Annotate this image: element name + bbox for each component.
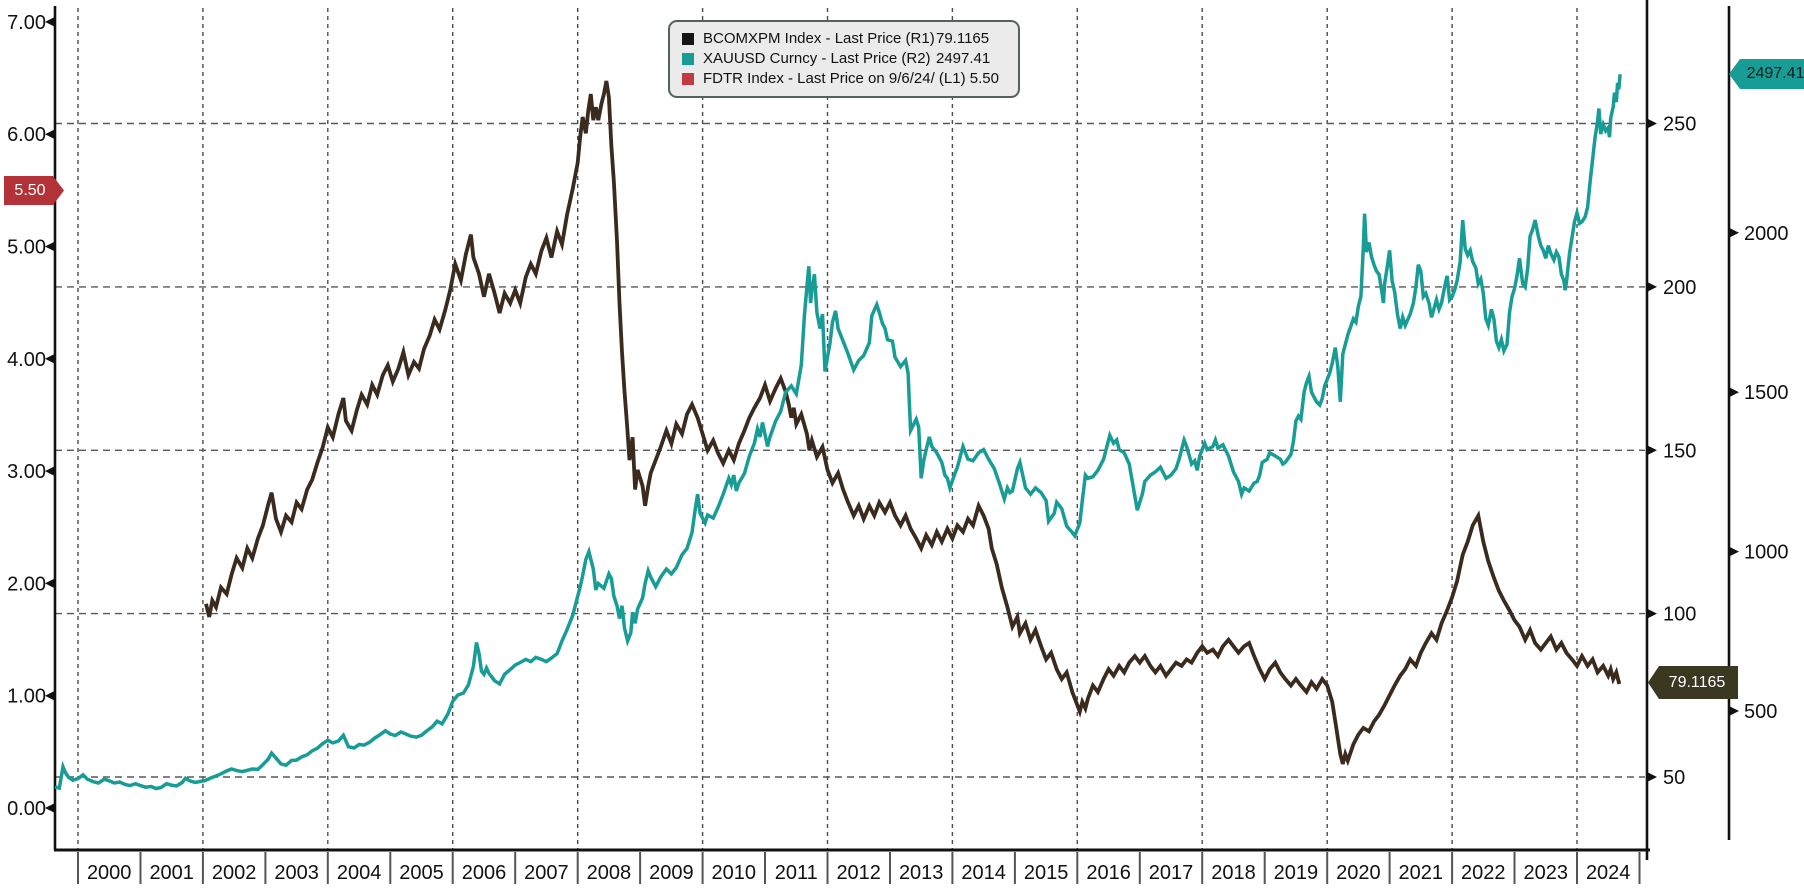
xauusd-curncy-line [54, 74, 1622, 791]
inner-right-axis-tick [1647, 445, 1657, 456]
year-label: 2013 [899, 862, 944, 884]
year-label: 2012 [836, 862, 881, 884]
series-lines [54, 74, 1622, 791]
xauusd-last-price-badge: 2497.41 [1729, 59, 1804, 89]
left-axis-tick [45, 803, 55, 813]
bcomxpm-swatch-icon [682, 33, 694, 45]
inner-right-axis-tick [1647, 772, 1657, 782]
legend-value: 79.1165 [936, 30, 990, 47]
left-axis-tick-label: 7.00 [7, 12, 46, 34]
inner-right-axis-tick [1647, 118, 1657, 129]
legend-row-xauusd: XAUUSD Curncy - Last Price (R2) 2497.41 [682, 49, 1006, 69]
fdtr-swatch-icon [682, 73, 694, 85]
year-label: 2014 [961, 862, 1006, 884]
fdtr-last-price-badge: 5.50 [4, 176, 64, 205]
year-label: 2006 [462, 862, 507, 884]
inner-right-axis-tick-label: 200 [1663, 277, 1696, 299]
legend-label: FDTR Index - Last Price on 9/6/24/ (L1) … [703, 70, 999, 87]
left-axis-tick [45, 466, 55, 477]
year-label: 2003 [274, 862, 319, 884]
left-axis-tick [45, 690, 55, 701]
left-axis-tick-label: 1.00 [7, 686, 46, 708]
inner-right-axis-tick-label: 150 [1663, 440, 1696, 462]
year-label: 2018 [1211, 862, 1256, 884]
legend-row-bcomxpm: BCOMXPM Index - Last Price (R1) 79.1165 [682, 29, 1006, 49]
left-axis-tick [45, 241, 55, 252]
year-label: 2019 [1274, 862, 1319, 884]
outer-right-axis-tick [1729, 546, 1739, 557]
year-label: 2007 [524, 862, 569, 884]
left-axis-tick-label: 5.00 [7, 237, 46, 259]
chart-legend: BCOMXPM Index - Last Price (R1) 79.1165 … [668, 20, 1020, 98]
outer-right-axis-tick-label: 1500 [1744, 382, 1789, 404]
year-label: 2000 [87, 862, 132, 884]
year-label: 2021 [1399, 862, 1444, 884]
axis-lines [53, 0, 1731, 860]
year-label: 2023 [1524, 862, 1569, 884]
inner-right-axis-tick-label: 50 [1663, 767, 1685, 789]
gridlines [55, 8, 1645, 850]
left-axis-tick [45, 578, 55, 589]
xauusd-swatch-icon [682, 53, 694, 65]
year-label: 2001 [149, 862, 194, 884]
left-axis-tick [45, 353, 55, 364]
outer-right-axis-tick [1729, 706, 1739, 716]
year-label: 2002 [212, 862, 257, 884]
left-axis-tick-label: 4.00 [7, 349, 46, 371]
bcomxpm-last-price-badge: 79.1165 [1648, 666, 1738, 699]
inner-right-axis-tick [1647, 281, 1657, 292]
year-label: 2004 [337, 862, 382, 884]
axis-ticks-and-labels: 0.00 1.00 2.00 3.00 4.00 5.00 6.00 7.00 50 100 150… [7, 12, 1789, 884]
year-label: 2024 [1586, 862, 1631, 884]
legend-value: 2497.41 [936, 50, 991, 67]
year-label: 2005 [399, 862, 444, 884]
year-label: 2017 [1149, 862, 1194, 884]
left-axis-tick [45, 129, 55, 140]
outer-right-axis-tick [1729, 227, 1739, 238]
left-axis-tick [45, 16, 55, 27]
inner-right-axis-tick-label: 250 [1663, 114, 1696, 136]
legend-label: XAUUSD Curncy - Last Price (R2) [703, 50, 931, 67]
outer-right-axis-tick-label: 500 [1744, 701, 1777, 723]
year-label: 2010 [712, 862, 757, 884]
legend-row-fdtr: FDTR Index - Last Price on 9/6/24/ (L1) … [682, 69, 1006, 89]
year-label: 2015 [1024, 862, 1069, 884]
year-label: 2020 [1336, 862, 1381, 884]
inner-right-axis-tick [1647, 608, 1657, 619]
bcomxpm-index-line [204, 80, 1621, 767]
left-axis-tick-label: 3.00 [7, 461, 46, 483]
legend-label: BCOMXPM Index - Last Price (R1) [703, 30, 935, 47]
x-axis-year-labels: 2000 2001 2002 2003 2004 2005 2006 2007 2008 2009… [87, 862, 1631, 884]
outer-right-axis-tick-label: 2000 [1744, 223, 1789, 245]
year-label: 2008 [587, 862, 632, 884]
left-axis-tick-label: 6.00 [7, 124, 46, 146]
year-label: 2016 [1086, 862, 1131, 884]
year-label: 2011 [775, 862, 818, 884]
year-label: 2009 [649, 862, 694, 884]
left-axis-tick-label: 2.00 [7, 573, 46, 595]
left-axis-tick-label: 0.00 [7, 798, 46, 820]
inner-right-axis-tick-label: 100 [1663, 604, 1696, 626]
year-label: 2022 [1461, 862, 1506, 884]
outer-right-axis-tick [1729, 387, 1739, 398]
outer-right-axis-tick-label: 1000 [1744, 542, 1789, 564]
